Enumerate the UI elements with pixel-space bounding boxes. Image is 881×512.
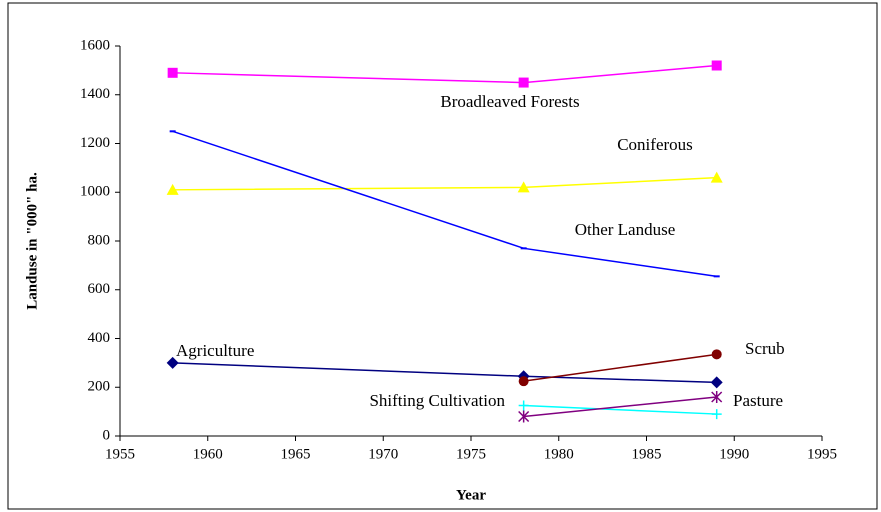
x-axis-title: Year <box>456 487 486 503</box>
x-tick-label: 1980 <box>544 446 574 462</box>
x-tick-label: 1990 <box>719 446 749 462</box>
y-tick-label: 800 <box>88 232 111 248</box>
y-tick-label: 600 <box>88 281 111 297</box>
series-line <box>523 404 717 415</box>
x-tick-label: 1970 <box>368 446 398 462</box>
y-tick-label: 200 <box>88 379 111 395</box>
chart-border <box>7 2 878 510</box>
marker <box>166 356 179 369</box>
series-label: Scrub <box>745 339 785 358</box>
series-label: Broadleaved Forests <box>440 92 579 111</box>
series-label: Shifting Cultivation <box>369 391 505 410</box>
y-tick-label: 1600 <box>80 37 110 53</box>
marker <box>711 391 723 403</box>
x-tick-label: 1960 <box>193 446 223 462</box>
y-tick-label: 1000 <box>80 184 110 200</box>
y-tick-label: 1400 <box>80 86 110 102</box>
series-line <box>523 396 717 418</box>
marker <box>711 60 722 71</box>
marker <box>710 376 723 389</box>
x-tick-label: 1995 <box>807 446 837 462</box>
marker <box>517 181 530 193</box>
series-line <box>523 353 717 382</box>
series-label: Pasture <box>733 391 783 410</box>
marker <box>166 183 179 195</box>
x-tick-label: 1975 <box>456 446 486 462</box>
y-tick-label: 1200 <box>80 135 110 151</box>
x-tick-label: 1985 <box>632 446 662 462</box>
marker <box>518 410 530 423</box>
x-tick-label: 1965 <box>281 446 311 462</box>
marker <box>520 247 527 250</box>
series-label: Other Landuse <box>575 220 676 239</box>
y-tick-label: 400 <box>88 330 111 346</box>
marker <box>711 409 722 420</box>
y-tick-label: 0 <box>103 427 111 443</box>
series-label: Agriculture <box>176 341 254 360</box>
marker <box>518 77 529 88</box>
marker <box>167 67 178 78</box>
marker <box>711 349 722 360</box>
x-tick-label: 1955 <box>105 446 135 462</box>
marker <box>710 171 723 183</box>
marker <box>518 400 529 411</box>
series-label: Coniferous <box>617 135 693 154</box>
marker <box>518 376 529 387</box>
marker <box>169 130 176 133</box>
y-axis-title: Landuse in "000" ha. <box>24 172 40 310</box>
marker <box>713 275 720 278</box>
